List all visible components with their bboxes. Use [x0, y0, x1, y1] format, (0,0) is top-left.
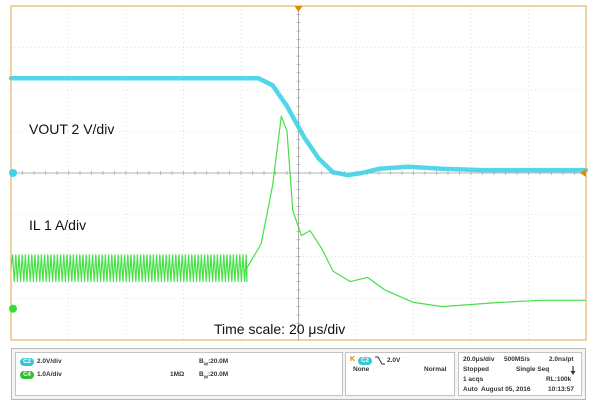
trace-layer	[8, 75, 589, 308]
marker-layer	[9, 6, 586, 313]
ch2-bw-value: :20.0M	[207, 358, 229, 365]
acquisition-count: 1 acqs	[463, 376, 484, 383]
il-trace-label: IL 1 A/div	[29, 217, 87, 233]
ch4-bandwidth: BW:20.0M	[199, 371, 228, 379]
time-scale-label: Time scale: 20 μs/div	[214, 321, 346, 337]
sample-rate-value: 500MS/s	[504, 356, 531, 363]
acquisition-sequence: Single Seq	[516, 366, 550, 373]
ch2-scale: 2.0V/div	[37, 358, 62, 365]
timebase-value: 20.0μs/div	[463, 356, 495, 363]
status-panel: C2 2.0V/div BW:20.0M C4 1.0A/div 1MΩ BW:…	[11, 348, 586, 400]
channel-ground-marker-1	[9, 169, 17, 177]
acquisition-mode: Auto	[463, 386, 478, 393]
channel-info-box[interactable]: C2 2.0V/div BW:20.0M C4 1.0A/div 1MΩ BW:…	[15, 352, 343, 396]
trigger-icon: K	[350, 356, 356, 363]
trigger-level-marker	[580, 169, 586, 177]
graticule-grid	[10, 5, 587, 341]
resolution-value: 2.0ns/pt	[549, 356, 574, 363]
trace-series-1	[8, 75, 589, 178]
vout-trace-label: VOUT 2 V/div	[29, 121, 115, 137]
trace-series-2	[10, 115, 587, 308]
capture-time: 10:13:57	[548, 386, 575, 393]
trigger-level: 2.0V	[387, 357, 401, 364]
acquisition-info-box[interactable]: 20.0μs/div 500MS/s 2.0ns/pt Stopped Sing…	[458, 352, 582, 396]
ch4-impedance: 1MΩ	[170, 371, 185, 378]
ch4-bw-b: B	[199, 371, 204, 378]
ch2-badge[interactable]: C2	[20, 358, 34, 366]
ch4-bw-value: :20.0M	[207, 371, 229, 378]
capture-date: August 05, 2016	[481, 386, 531, 393]
trigger-coupling: None	[353, 366, 370, 373]
trigger-source-badge[interactable]: C2	[358, 357, 372, 365]
record-length: RL:100k	[546, 376, 572, 383]
download-arrow-icon	[570, 366, 576, 375]
ch2-bandwidth: BW:20.0M	[199, 358, 228, 366]
ch4-scale: 1.0A/div	[37, 371, 62, 378]
trigger-info-box[interactable]: K C2 2.0V None Normal	[345, 352, 455, 396]
trigger-position-marker	[294, 6, 303, 12]
trigger-mode: Normal	[424, 366, 447, 373]
ch2-bw-w: W	[203, 361, 208, 367]
ch2-bw-b: B	[199, 358, 204, 365]
channel-ground-marker-2	[9, 304, 17, 313]
ch4-bw-w: W	[203, 374, 208, 380]
ch4-badge[interactable]: C4	[20, 371, 34, 379]
falling-edge-icon	[375, 356, 385, 365]
acquisition-state: Stopped	[463, 366, 489, 373]
